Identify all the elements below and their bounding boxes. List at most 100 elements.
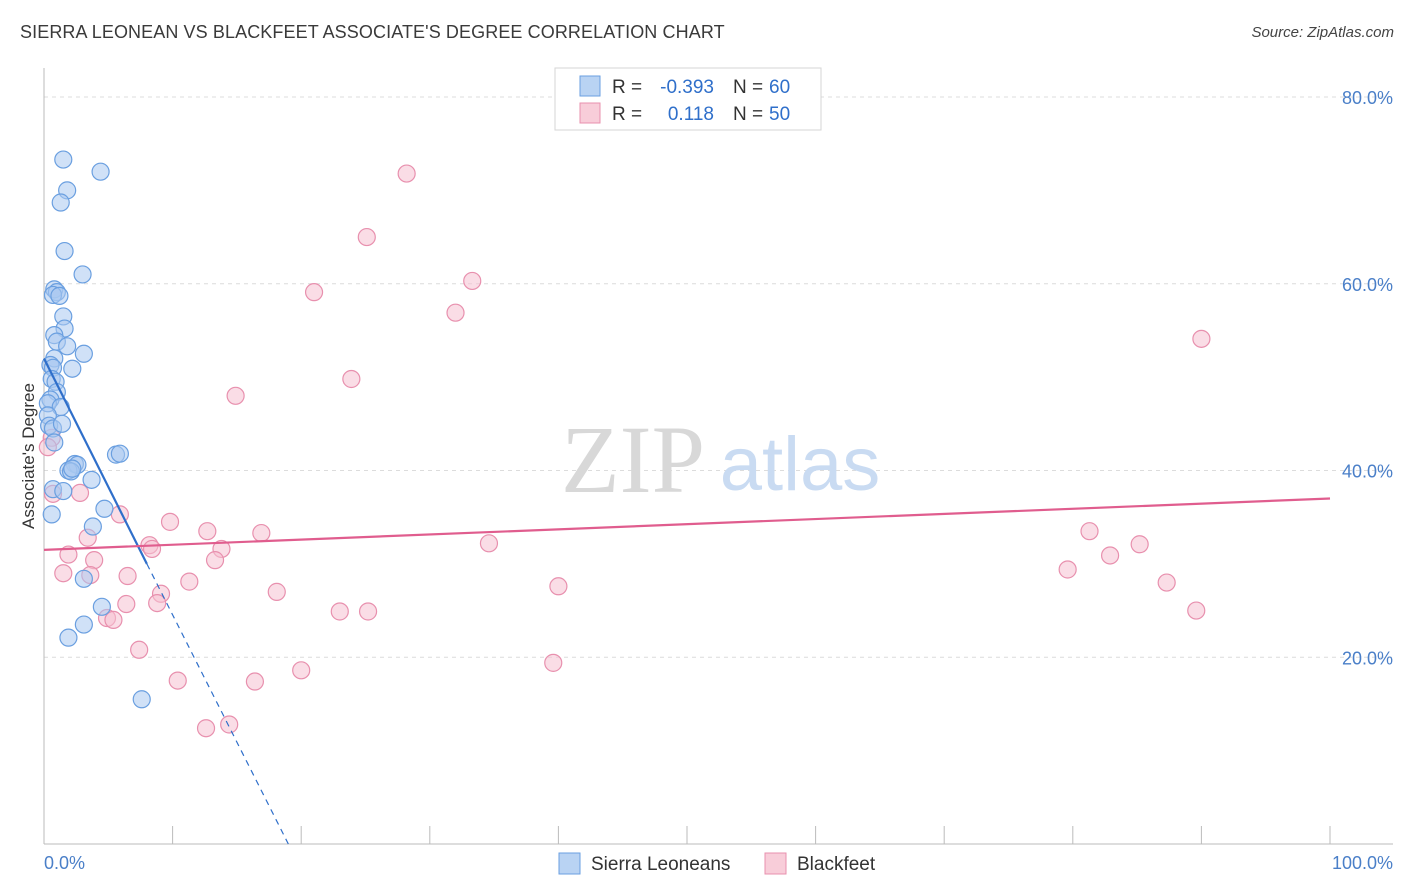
chart-title: SIERRA LEONEAN VS BLACKFEET ASSOCIATE'S …	[20, 22, 725, 42]
blackfeet-point	[446, 303, 465, 322]
legend-row-blackfeet: R = 0.118 N = 50	[579, 102, 790, 125]
y-tick-label: 20.0%	[1342, 648, 1393, 668]
blackfeet-point	[220, 715, 239, 734]
blackfeet-point	[342, 369, 361, 389]
blackfeet-point	[1058, 560, 1077, 579]
x-tick-label: 100.0%	[1332, 853, 1393, 873]
gridlines	[44, 96, 1393, 658]
blackfeet-point	[180, 572, 199, 591]
blackfeet-point	[1080, 522, 1099, 541]
sierra-leonean-point	[83, 517, 102, 536]
sierra-leonean-point	[58, 337, 77, 356]
legend-r-value: 0.118	[668, 104, 714, 125]
sierra-leonean-point	[59, 628, 78, 647]
legend-n-value: 60	[769, 77, 790, 98]
legend-n-label: N =	[733, 77, 763, 98]
blackfeet-point	[226, 386, 245, 405]
sierra-leonean-point	[74, 344, 93, 363]
blackfeet-point	[196, 719, 216, 738]
blackfeet-point	[117, 594, 136, 614]
legend-swatch-blue	[579, 75, 601, 97]
x-tick-label: 0.0%	[44, 853, 85, 873]
correlation-legend: R = -0.393 N = 60 R = 0.118 N = 50	[554, 67, 822, 131]
blackfeet-point	[304, 283, 324, 302]
blackfeet-point	[198, 522, 217, 541]
legend-row-sierra-leonean: R = -0.393 N = 60	[579, 75, 790, 98]
blackfeet-point	[118, 566, 137, 586]
legend-swatch-blackfeet	[764, 852, 787, 875]
trend-line-pink	[43, 497, 1331, 551]
sierra-leonean-point	[110, 444, 129, 463]
source-credit: Source: ZipAtlas.com	[1251, 24, 1394, 41]
blackfeet-point	[358, 602, 378, 621]
legend-label-blackfeet: Blackfeet	[797, 854, 876, 875]
blackfeet-point	[59, 545, 78, 564]
legend-r-label: R =	[612, 77, 642, 98]
legend-r-value: -0.393	[660, 77, 714, 98]
blackfeet-point	[168, 671, 187, 690]
sierra-leonean-point	[54, 481, 73, 501]
sierra-leonean-point	[95, 499, 114, 518]
blackfeet-point	[148, 593, 167, 613]
blackfeet-point	[544, 653, 563, 672]
sierra-leonean-point	[82, 470, 101, 489]
blackfeet-point	[397, 164, 416, 183]
legend-swatch-pink	[579, 102, 601, 124]
sierra-leonean-points	[38, 150, 151, 709]
sierra-leonean-point	[92, 597, 111, 616]
sierra-leonean-point	[54, 150, 73, 169]
watermark-zip: ZIP	[561, 406, 705, 513]
sierra-leonean-point	[73, 265, 92, 284]
blackfeet-point	[54, 564, 73, 583]
blackfeet-point	[463, 271, 482, 291]
blackfeet-point	[85, 551, 104, 570]
sierra-leonean-point	[91, 162, 110, 181]
y-tick-label: 60.0%	[1342, 275, 1393, 295]
blackfeet-point	[1100, 546, 1120, 565]
sierra-leonean-point	[74, 615, 93, 634]
blackfeet-point	[252, 523, 271, 543]
legend-n-label: N =	[733, 104, 763, 125]
blackfeet-point	[1192, 329, 1211, 348]
y-tick-label: 80.0%	[1342, 88, 1393, 108]
blackfeet-point	[479, 534, 499, 553]
blackfeet-point	[104, 610, 123, 630]
sierra-leonean-point	[52, 414, 72, 433]
watermark-atlas: atlas	[720, 422, 881, 507]
blackfeet-point	[292, 661, 311, 680]
sierra-leonean-point	[63, 359, 82, 378]
blackfeet-point	[549, 577, 568, 596]
y-tick-label: 40.0%	[1342, 462, 1393, 482]
blackfeet-point	[130, 640, 149, 659]
sierra-leonean-point	[132, 690, 151, 709]
legend-swatch-sierra-leoneans	[558, 852, 581, 875]
blackfeet-points	[38, 164, 1211, 738]
trend-line-extension-blue	[146, 563, 289, 845]
blackfeet-point	[142, 539, 162, 559]
blackfeet-point	[1157, 573, 1176, 592]
sierra-leonean-point	[50, 286, 69, 305]
trend-line-blue	[43, 357, 148, 565]
blackfeet-point	[330, 602, 349, 621]
sierra-leonean-point	[55, 241, 74, 261]
blackfeet-point	[245, 672, 265, 691]
legend-r-label: R =	[612, 104, 642, 125]
blackfeet-point	[1187, 601, 1206, 620]
series-legend: Sierra Leoneans Blackfeet	[558, 852, 876, 875]
watermark: ZIP atlas	[561, 406, 880, 513]
sierra-leonean-point	[63, 459, 82, 478]
blackfeet-point	[267, 582, 286, 601]
sierra-leonean-point	[74, 569, 93, 588]
axes	[43, 68, 1393, 845]
sierra-leonean-point	[51, 193, 70, 212]
y-axis-title: Associate's Degree	[19, 383, 38, 529]
sierra-leonean-point	[45, 433, 64, 452]
legend-n-value: 50	[769, 104, 790, 125]
trend-lines	[43, 357, 1331, 845]
blackfeet-point	[205, 551, 225, 570]
blackfeet-point	[160, 512, 180, 531]
legend-label-sierra-leoneans: Sierra Leoneans	[591, 854, 730, 875]
blackfeet-point	[1130, 535, 1149, 554]
sierra-leonean-point	[42, 505, 61, 524]
